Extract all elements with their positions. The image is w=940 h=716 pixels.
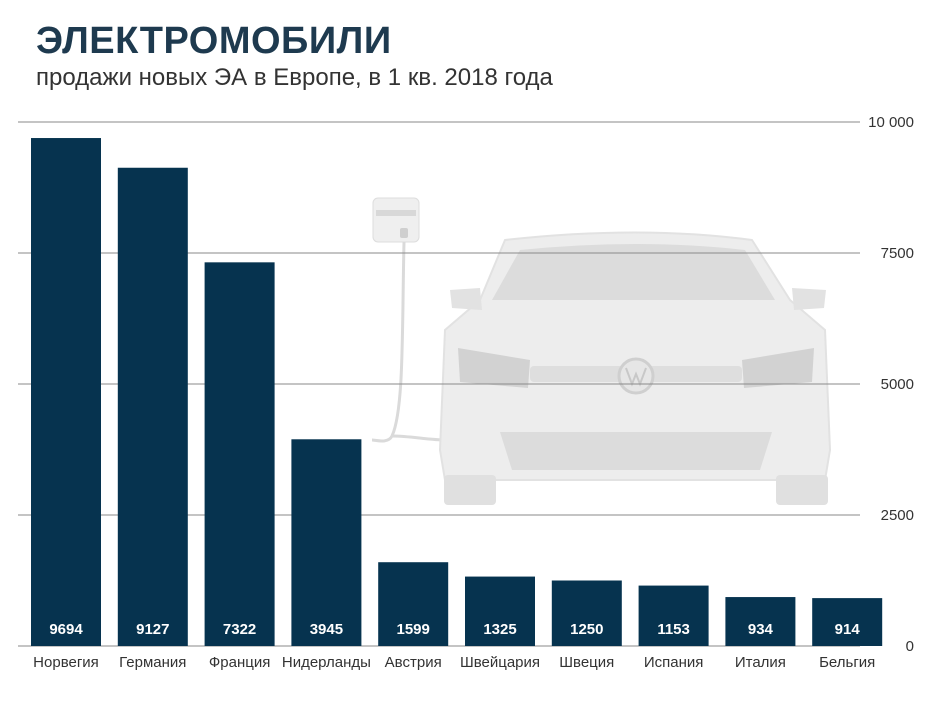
x-category-label: Бельгия	[819, 654, 875, 671]
bar	[378, 562, 449, 646]
x-category-label: Австрия	[385, 654, 442, 671]
y-tick-label: 0	[906, 638, 914, 655]
x-category-label: Испания	[644, 654, 704, 671]
bar	[812, 598, 883, 646]
bar-value-label: 934	[748, 621, 774, 638]
bar-value-label: 7322	[223, 621, 256, 638]
car-illustration	[371, 197, 832, 505]
x-category-label: Нидерланды	[282, 654, 371, 671]
y-tick-label: 2500	[881, 507, 914, 524]
bar-value-label: 1325	[483, 621, 516, 638]
bar	[551, 580, 622, 646]
y-tick-label: 5000	[881, 376, 914, 393]
x-category-label: Норвегия	[33, 654, 99, 671]
bar	[31, 138, 101, 646]
bar	[204, 262, 275, 646]
y-tick-label: 10 000	[868, 114, 914, 131]
x-category-label: Швейцария	[460, 654, 540, 671]
y-tick-label: 7500	[881, 245, 914, 262]
x-category-label: Германия	[119, 654, 186, 671]
x-category-label: Франция	[209, 654, 270, 671]
bar-value-label: 1250	[570, 621, 603, 638]
bar-value-label: 9127	[136, 621, 169, 638]
chart-title: ЭЛЕКТРОМОБИЛИ	[36, 20, 392, 62]
bar	[291, 439, 362, 646]
bar-value-label: 3945	[310, 621, 343, 638]
chart-subtitle: продажи новых ЭА в Европе, в 1 кв. 2018 …	[36, 64, 553, 91]
bar	[725, 597, 796, 646]
bar-value-label: 1599	[397, 621, 430, 638]
bar-value-label: 1153	[657, 621, 690, 638]
bar-value-label: 9694	[49, 621, 83, 638]
bar-value-label: 914	[835, 621, 861, 638]
x-category-label: Швеция	[559, 654, 614, 671]
bar	[117, 167, 188, 647]
bar	[465, 576, 535, 646]
x-category-label: Италия	[735, 654, 786, 671]
bar	[638, 585, 709, 646]
